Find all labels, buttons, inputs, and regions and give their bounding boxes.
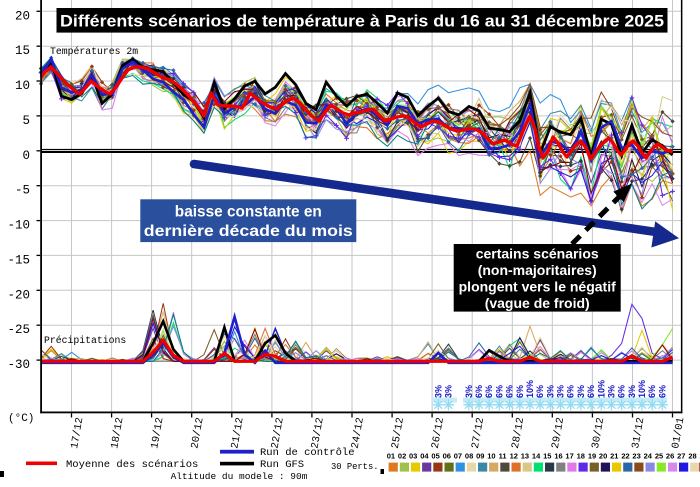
svg-text:15: 15 bbox=[15, 44, 30, 58]
svg-text:certains scénarios: certains scénarios bbox=[476, 246, 599, 262]
svg-text:3%: 3% bbox=[444, 385, 454, 398]
svg-text:Altitude du modele : 90m: Altitude du modele : 90m bbox=[171, 471, 308, 482]
svg-text:07: 07 bbox=[454, 452, 462, 461]
svg-text:27: 27 bbox=[677, 452, 685, 461]
svg-text:Moyenne des scénarios: Moyenne des scénarios bbox=[66, 459, 198, 471]
svg-text:21: 21 bbox=[610, 452, 618, 461]
svg-text:23: 23 bbox=[632, 452, 640, 461]
svg-text:08: 08 bbox=[465, 452, 473, 461]
svg-text:18: 18 bbox=[577, 452, 585, 461]
svg-text:6%: 6% bbox=[657, 385, 667, 398]
svg-text:6%: 6% bbox=[484, 385, 494, 398]
svg-text:(non-majoritaires): (non-majoritaires) bbox=[478, 262, 597, 278]
svg-text:3%: 3% bbox=[545, 385, 555, 398]
svg-text:20: 20 bbox=[15, 9, 30, 23]
svg-text:06: 06 bbox=[443, 452, 451, 461]
svg-text:10%: 10% bbox=[596, 380, 606, 398]
svg-text:28: 28 bbox=[688, 452, 696, 461]
svg-text:(°C): (°C) bbox=[8, 413, 34, 425]
svg-text:10: 10 bbox=[15, 79, 30, 93]
svg-text:baisse constante en: baisse constante en bbox=[175, 204, 322, 221]
svg-text:-20: -20 bbox=[7, 288, 30, 302]
svg-text:Run GFS: Run GFS bbox=[260, 459, 304, 471]
svg-text:6%: 6% bbox=[505, 385, 515, 398]
svg-text:Températures 2m: Températures 2m bbox=[50, 46, 138, 57]
svg-text:6%: 6% bbox=[515, 385, 525, 398]
svg-text:04: 04 bbox=[420, 452, 429, 461]
svg-text:-30: -30 bbox=[7, 358, 30, 372]
svg-text:6%: 6% bbox=[535, 385, 545, 398]
svg-text:Différents scénarios de tempér: Différents scénarios de température à Pa… bbox=[60, 13, 664, 31]
svg-text:22: 22 bbox=[621, 452, 629, 461]
svg-text:10: 10 bbox=[487, 452, 495, 461]
svg-text:-5: -5 bbox=[15, 184, 30, 198]
svg-text:6%: 6% bbox=[566, 385, 576, 398]
svg-text:6%: 6% bbox=[586, 385, 596, 398]
svg-text:3%: 3% bbox=[607, 385, 617, 398]
svg-text:-15: -15 bbox=[7, 253, 30, 267]
svg-text:02: 02 bbox=[398, 452, 406, 461]
svg-text:26: 26 bbox=[666, 452, 674, 461]
svg-text:10%: 10% bbox=[637, 380, 647, 398]
svg-text:6%: 6% bbox=[617, 385, 627, 398]
svg-text:plongent vers le négatif: plongent vers le négatif bbox=[459, 279, 616, 295]
svg-text:dernière décade du mois: dernière décade du mois bbox=[144, 223, 353, 240]
svg-text:10%: 10% bbox=[525, 380, 535, 398]
svg-text:19: 19 bbox=[588, 452, 596, 461]
svg-text:15: 15 bbox=[543, 452, 551, 461]
svg-text:6%: 6% bbox=[474, 385, 484, 398]
svg-text:-10: -10 bbox=[7, 219, 30, 233]
svg-text:6%: 6% bbox=[494, 385, 504, 398]
svg-text:0: 0 bbox=[22, 149, 30, 163]
svg-text:17: 17 bbox=[565, 452, 573, 461]
svg-text:30 Perts.: 30 Perts. bbox=[331, 462, 379, 472]
svg-text:3%: 3% bbox=[627, 385, 637, 398]
svg-text:3%: 3% bbox=[464, 385, 474, 398]
svg-text:(vague de froid): (vague de froid) bbox=[485, 295, 590, 311]
svg-text:20: 20 bbox=[599, 452, 607, 461]
svg-text:13: 13 bbox=[521, 452, 529, 461]
svg-text:09: 09 bbox=[476, 452, 484, 461]
svg-text:Précipitations: Précipitations bbox=[44, 335, 126, 346]
svg-text:3%: 3% bbox=[556, 385, 566, 398]
svg-text:14: 14 bbox=[532, 452, 541, 461]
svg-text:3%: 3% bbox=[433, 385, 443, 398]
svg-text:16: 16 bbox=[554, 452, 562, 461]
svg-text:03: 03 bbox=[409, 452, 417, 461]
svg-text:01: 01 bbox=[387, 452, 395, 461]
svg-text:24: 24 bbox=[644, 452, 653, 461]
svg-text:12: 12 bbox=[510, 452, 518, 461]
svg-text:6%: 6% bbox=[647, 385, 657, 398]
svg-text:11: 11 bbox=[499, 452, 507, 461]
svg-text:05: 05 bbox=[431, 452, 439, 461]
svg-text:Run de contrôle: Run de contrôle bbox=[260, 447, 355, 459]
svg-text:-25: -25 bbox=[7, 323, 30, 337]
svg-text:25: 25 bbox=[655, 452, 663, 461]
svg-text:5: 5 bbox=[22, 114, 30, 128]
svg-text:3%: 3% bbox=[576, 385, 586, 398]
